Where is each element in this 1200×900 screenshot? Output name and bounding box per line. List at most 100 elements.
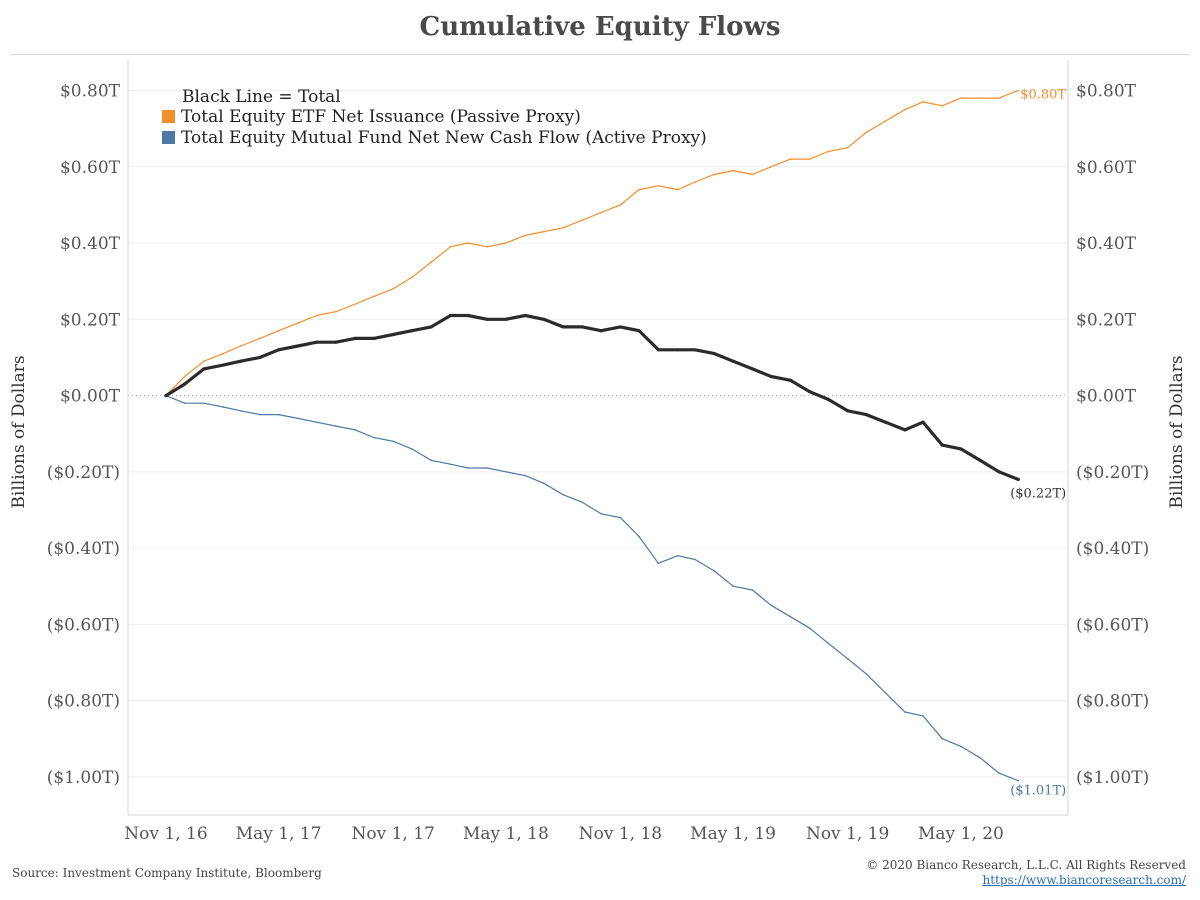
mutual-fund-series-point [277,413,280,416]
etf-series-point [239,345,242,347]
total-series-point [864,413,868,417]
y-tick-label-right: $0.20T [1076,310,1137,330]
mutual-fund-series-point [865,673,868,675]
x-tick-label: Nov 1, 17 [352,824,435,844]
mutual-fund-series-point [922,715,924,717]
etf-series-point [827,150,830,153]
total-series-point [334,340,338,344]
etf-series-point [277,329,280,332]
etf-series-point [732,169,734,172]
etf-series-point [222,352,225,355]
mutual-fund-series-point [562,493,564,496]
y-tick-label-left: ($1.00T) [47,768,120,788]
total-series-point [959,447,963,451]
total-series-point [391,332,395,337]
copyright-text: © 2020 Bianco Research, L.L.C. All Right… [866,858,1186,872]
total-series-point [183,382,187,386]
etf-series-point [941,104,944,107]
etf-series-line [165,89,1019,397]
etf-series-point [638,188,640,191]
mutual-fund-series-point [581,501,584,504]
y-tick-label-right: ($0.20T) [1076,463,1149,483]
mutual-fund-series-point [941,737,944,740]
etf-series-point [600,211,602,214]
etf-series-point [505,242,507,244]
mutual-fund-series [165,394,1019,782]
total-series-point [599,329,603,333]
etf-series-point [373,295,375,298]
mutual-fund-series-point [543,482,545,485]
mutual-fund-series-point [770,604,772,607]
etf-series-point [998,97,1000,99]
etf-series-point [922,101,924,103]
total-series-point [637,329,641,333]
y-tick-label-right: $0.40T [1076,234,1137,254]
copyright-block: © 2020 Bianco Research, L.L.C. All Right… [866,858,1186,888]
mutual-fund-series-point [694,558,696,561]
legend-note: Black Line = Total [182,87,341,107]
y-tick-label-right: ($0.40T) [1076,539,1149,559]
etf-series-point [354,303,357,305]
y-tick-label-left: ($0.20T) [47,463,120,483]
mutual-fund-series-point [979,757,982,759]
etf-series-point [713,173,716,176]
y-axis-title-left: Billions of Dollars [9,355,29,508]
total-series-point [164,393,168,398]
mutual-fund-series-point [657,562,660,565]
tick-labels: $0.80T $0.80T $0.60T $0.60T $0.40T $0.40T $0.2… [9,82,1187,844]
total-series-point [372,336,376,340]
total-series-point [731,359,735,363]
etf-series-point [846,146,849,149]
etf-series-point [203,360,205,363]
total-series-point [656,348,660,352]
x-tick-label: May 1, 20 [918,824,1004,844]
total-series-point [788,378,792,382]
etf-series-point [411,276,413,279]
total-series-point [997,470,1001,474]
mutual-fund-series-point [335,425,337,427]
etf-series-point [297,322,299,324]
total-series-point [448,313,453,318]
mutual-fund-series-point [524,474,526,477]
total-series-point [239,359,243,363]
total-series-point [940,443,944,447]
total-series-point [296,344,300,348]
etf-series [165,89,1019,397]
etf-series-point [1017,89,1019,92]
total-series-point [542,317,546,321]
series-lines [164,89,1020,782]
mutual-fund-series-point [600,512,602,515]
etf-series-point [904,108,906,111]
total-series-point [580,325,585,329]
etf-series-point [751,173,754,176]
website-link[interactable]: https://www.biancoresearch.com/ [982,873,1186,887]
etf-series-point [657,185,660,187]
total-series-end-label: ($0.22T) [1010,486,1066,501]
etf-series-point [770,165,772,168]
total-series-point [676,348,680,352]
total-series-point [410,329,414,333]
y-tick-label-right: $0.00T [1076,387,1137,407]
etf-series-point [486,246,488,248]
mutual-fund-series-point [222,406,225,408]
y-tick-label-right: ($0.60T) [1076,615,1149,635]
y-tick-label-left: $0.80T [60,82,121,102]
total-series-point [466,313,470,318]
etf-series-point [335,310,337,313]
y-tick-label-right: $0.80T [1076,82,1137,102]
mutual-fund-series-point [884,692,887,694]
title-divider [10,54,1190,55]
mutual-fund-series-point [960,745,962,748]
y-tick-label-right: $0.60T [1076,158,1137,178]
etf-series-point [543,230,545,233]
etf-series-point [524,234,526,237]
total-series-point [1016,477,1020,482]
x-tick-label: May 1, 19 [690,824,776,844]
total-series-point [808,390,812,394]
y-tick-label-left: ($0.60T) [47,615,120,635]
total-series-point [221,363,225,367]
legend-swatch [162,131,175,144]
y-tick-label-left: $0.20T [60,310,121,330]
total-series-point [712,352,717,356]
